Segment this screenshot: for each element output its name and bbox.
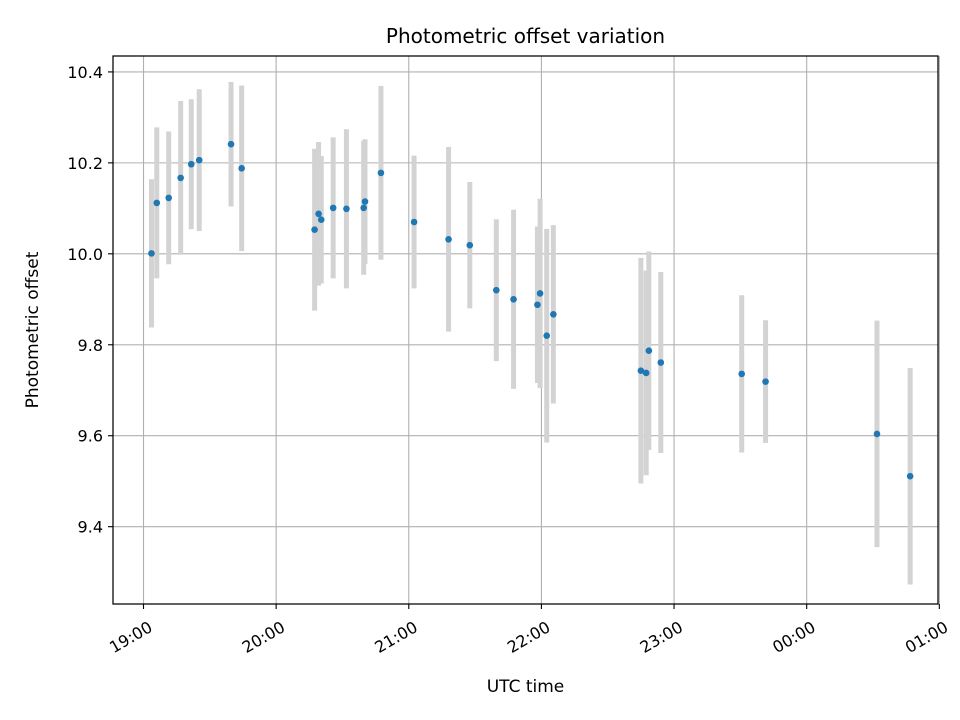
data-point (645, 347, 653, 354)
data-point (637, 367, 645, 375)
plot-area (112, 55, 940, 605)
data-point (534, 301, 541, 309)
data-point (165, 194, 173, 202)
y-tick-label: 10.0 (67, 245, 103, 264)
data-point (329, 204, 337, 212)
data-point (510, 296, 517, 303)
chart-title: Photometric offset variation (386, 24, 665, 48)
data-point (177, 174, 184, 182)
grid-layer (113, 56, 940, 604)
data-point (410, 218, 418, 226)
data-point (311, 226, 318, 234)
data-point (360, 204, 367, 212)
data-point (550, 311, 557, 318)
data-point (377, 169, 385, 177)
data-point (738, 370, 745, 378)
data-point (361, 198, 369, 205)
data-point (343, 205, 350, 213)
data-point (466, 241, 474, 249)
data-point (906, 472, 914, 480)
data-point (227, 140, 235, 148)
data-point (195, 156, 203, 164)
plot-frame (112, 55, 939, 605)
x-axis-label: UTC time (487, 677, 565, 697)
y-tick-label: 9.6 (78, 427, 103, 446)
y-tick-label: 9.4 (78, 518, 103, 537)
y-tick-label: 10.2 (67, 154, 103, 173)
data-point (445, 235, 452, 243)
data-point (153, 199, 161, 207)
data-point (238, 165, 245, 172)
data-point (536, 290, 544, 297)
data-point (187, 160, 195, 168)
data-point (493, 286, 500, 294)
data-point (315, 210, 322, 218)
data-point (873, 430, 881, 438)
point-layer (148, 140, 914, 480)
data-point (317, 216, 325, 224)
y-tick-label: 9.8 (78, 336, 103, 355)
y-axis-label: Photometric offset (23, 251, 43, 408)
plot-background (113, 56, 938, 604)
data-point (657, 359, 665, 366)
y-tick-label: 10.4 (67, 63, 103, 82)
data-point (762, 378, 769, 385)
data-point (642, 369, 650, 377)
data-point (148, 250, 155, 257)
data-point (543, 332, 551, 339)
y-axis-ticks: 9.4 9.6 9.8 10.0 10.2 10.4 (67, 63, 113, 537)
